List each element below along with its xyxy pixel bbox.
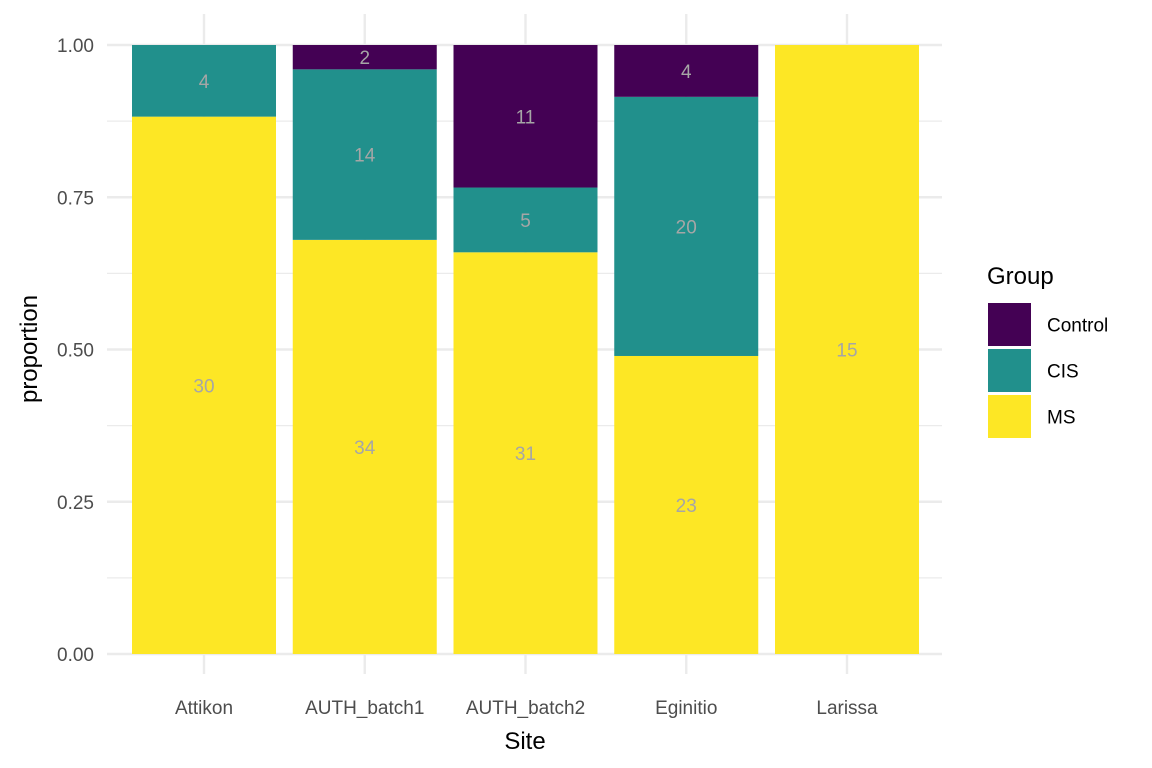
x-tick-label: Attikon (175, 698, 233, 719)
y-tick-label: 1.00 (57, 36, 94, 57)
bar-segment (292, 69, 437, 240)
bar-segment (132, 45, 276, 117)
y-axis-title: proportion (16, 295, 43, 403)
bar-value-label: 11 (516, 107, 536, 128)
bar-segment (614, 45, 759, 97)
bar-segment (775, 45, 919, 654)
bar-value-label: 23 (676, 496, 697, 517)
legend-label: Control (1047, 316, 1108, 337)
bar-value-label: 31 (515, 444, 536, 465)
bar-value-label: 34 (354, 438, 376, 459)
bar-segment (132, 116, 276, 655)
legend-key (988, 303, 1031, 346)
y-tick-label: 0.00 (57, 645, 94, 666)
bar-segment (453, 45, 598, 188)
x-axis: Attikon AUTH_batch1 AUTH_batch2 Eginitio Lar… (175, 698, 878, 719)
x-tick-label: Eginitio (655, 698, 717, 719)
legend-key (988, 395, 1031, 438)
bar-segment (453, 252, 598, 654)
x-tick-label: AUTH_batch1 (305, 698, 424, 719)
x-axis-title: Site (504, 728, 545, 755)
bars (132, 45, 919, 655)
bar-segment (453, 187, 598, 253)
y-axis: 0.00 0.25 0.50 0.75 1.00 (57, 36, 94, 666)
bar-value-label: 4 (199, 72, 210, 93)
legend-label: MS (1047, 408, 1076, 429)
bar-segment (614, 355, 759, 654)
legend-key (988, 349, 1031, 392)
y-tick-label: 0.50 (57, 341, 94, 362)
bar-value-label: 2 (359, 48, 370, 69)
bar-value-label: 5 (520, 211, 531, 232)
bar-value-label: 14 (354, 146, 376, 167)
bar-segment (292, 239, 437, 654)
bar-segment (614, 96, 759, 356)
x-tick-label: AUTH_batch2 (466, 698, 585, 719)
legend: Group Control CIS MS (987, 263, 1108, 438)
y-tick-label: 0.75 (57, 188, 94, 209)
bar-segment (292, 45, 437, 70)
bar-value-label: 20 (676, 217, 697, 238)
bar-value-label: 4 (681, 62, 692, 83)
bar-labels: 30 4 34 14 2 31 5 11 23 20 4 15 (193, 48, 857, 517)
bar-value-label: 30 (193, 376, 214, 397)
y-tick-label: 0.25 (57, 493, 94, 514)
legend-title: Group (987, 263, 1054, 290)
legend-label: CIS (1047, 362, 1079, 383)
x-tick-label: Larissa (816, 698, 878, 719)
bar-value-label: 15 (836, 341, 857, 362)
